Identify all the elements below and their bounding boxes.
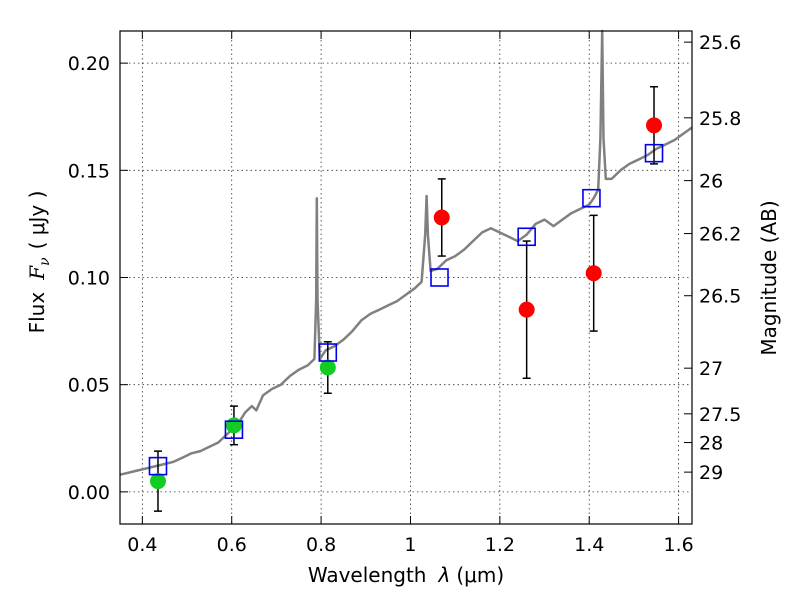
y-tick-label: 0.00	[68, 482, 110, 504]
model-photometry-square	[582, 188, 601, 208]
model-photometry-square	[517, 227, 536, 247]
y-axis-ticks: 0.00 0.05 0.10 0.15 0.20	[68, 53, 128, 504]
y-tick-label: 0.05	[68, 375, 110, 397]
right-tick-label: 28	[699, 433, 723, 455]
observed-nir-point	[585, 265, 602, 282]
observed-optical-point	[149, 473, 166, 490]
right-tick-label: 25.6	[699, 32, 741, 54]
y-tick-label: 0.15	[68, 160, 110, 182]
model-spectrum-line	[119, 29, 693, 476]
x-tick-label: 1.4	[574, 534, 604, 556]
right-axis-ticks: 25.6 25.8 26 26.2 26.5 27 27.5 28 29	[684, 32, 741, 484]
x-tick-label: 0.6	[217, 534, 247, 556]
x-tick-label: 0.8	[306, 534, 336, 556]
right-tick-label: 29	[699, 462, 723, 484]
observed-nir-point	[518, 301, 535, 318]
y-tick-label: 0.20	[68, 53, 110, 75]
model-photometry-square	[318, 343, 338, 362]
model-photometry-square	[148, 456, 168, 476]
x-tick-label: 1.2	[485, 534, 515, 556]
x-tick-label: 0.4	[127, 534, 157, 556]
right-axis-label: Magnitude (AB)	[757, 200, 781, 355]
observed-nir-point	[646, 117, 663, 134]
x-tick-label: 1.6	[663, 534, 693, 556]
model-photometry-square	[430, 268, 449, 287]
observed-nir-point	[433, 209, 450, 226]
x-axis-ticks: 0.4 0.6 0.8 1 1.2 1.4 1.6	[127, 31, 694, 556]
y-tick-label: 0.10	[68, 268, 110, 290]
right-tick-label: 26.2	[699, 224, 741, 246]
y-axis-label: FluxFν( μJy )	[25, 191, 53, 334]
x-axis-label: Wavelength λ (μm)	[308, 563, 504, 587]
observed-optical-point	[225, 417, 242, 434]
right-tick-label: 26	[699, 171, 723, 193]
observed-optical-point	[319, 359, 336, 376]
right-tick-label: 27.5	[699, 404, 741, 426]
right-tick-label: 27	[699, 358, 723, 380]
grid	[120, 31, 692, 524]
x-tick-label: 1	[404, 534, 416, 556]
right-tick-label: 25.8	[699, 108, 741, 130]
right-tick-label: 26.5	[699, 286, 741, 308]
model-photometry-square	[224, 420, 244, 439]
model-photometry-square	[644, 143, 664, 163]
error-bars	[153, 85, 659, 512]
model-photometry-squares	[148, 143, 664, 476]
